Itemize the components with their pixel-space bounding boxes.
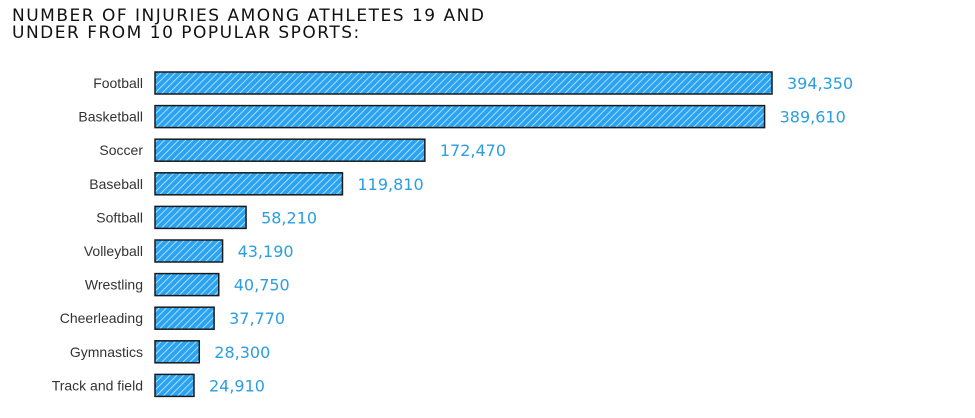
category-label: Football [93, 75, 143, 91]
value-label: 394,350 [787, 74, 853, 93]
value-label: 119,810 [357, 175, 423, 194]
bar [154, 239, 224, 263]
category-label: Soccer [99, 142, 143, 158]
bar [154, 340, 201, 364]
value-label: 43,190 [238, 242, 294, 261]
category-label: Softball [96, 209, 143, 225]
value-label: 58,210 [261, 208, 317, 227]
category-label: Volleyball [84, 243, 143, 259]
bar [154, 71, 773, 95]
value-label: 389,610 [780, 108, 846, 127]
bar [154, 172, 344, 196]
category-label: Wrestling [85, 277, 143, 293]
category-labels: Football Basketball Soccer Baseball Softball… [52, 75, 144, 393]
category-label: Cheerleading [60, 310, 143, 326]
value-label: 24,910 [209, 376, 265, 395]
chart-title: NUMBER OF INJURIES AMONG ATHLETES 19 AND… [12, 6, 486, 43]
value-label: 172,470 [440, 141, 506, 160]
bar [154, 205, 247, 230]
category-label: Basketball [78, 109, 143, 125]
bar [154, 138, 426, 162]
value-label: 37,770 [229, 309, 285, 328]
bar [154, 272, 220, 297]
bar [154, 373, 195, 398]
bar [154, 104, 766, 129]
bars-layer [154, 71, 773, 398]
bar [154, 306, 215, 330]
category-label: Baseball [89, 176, 143, 192]
category-label: Gymnastics [70, 344, 143, 360]
category-label: Track and field [52, 377, 143, 393]
value-labels: 394,350 389,610 172,470 119,810 58,210 43,190… [209, 74, 853, 395]
value-label: 28,300 [214, 343, 270, 362]
value-label: 40,750 [234, 276, 290, 295]
